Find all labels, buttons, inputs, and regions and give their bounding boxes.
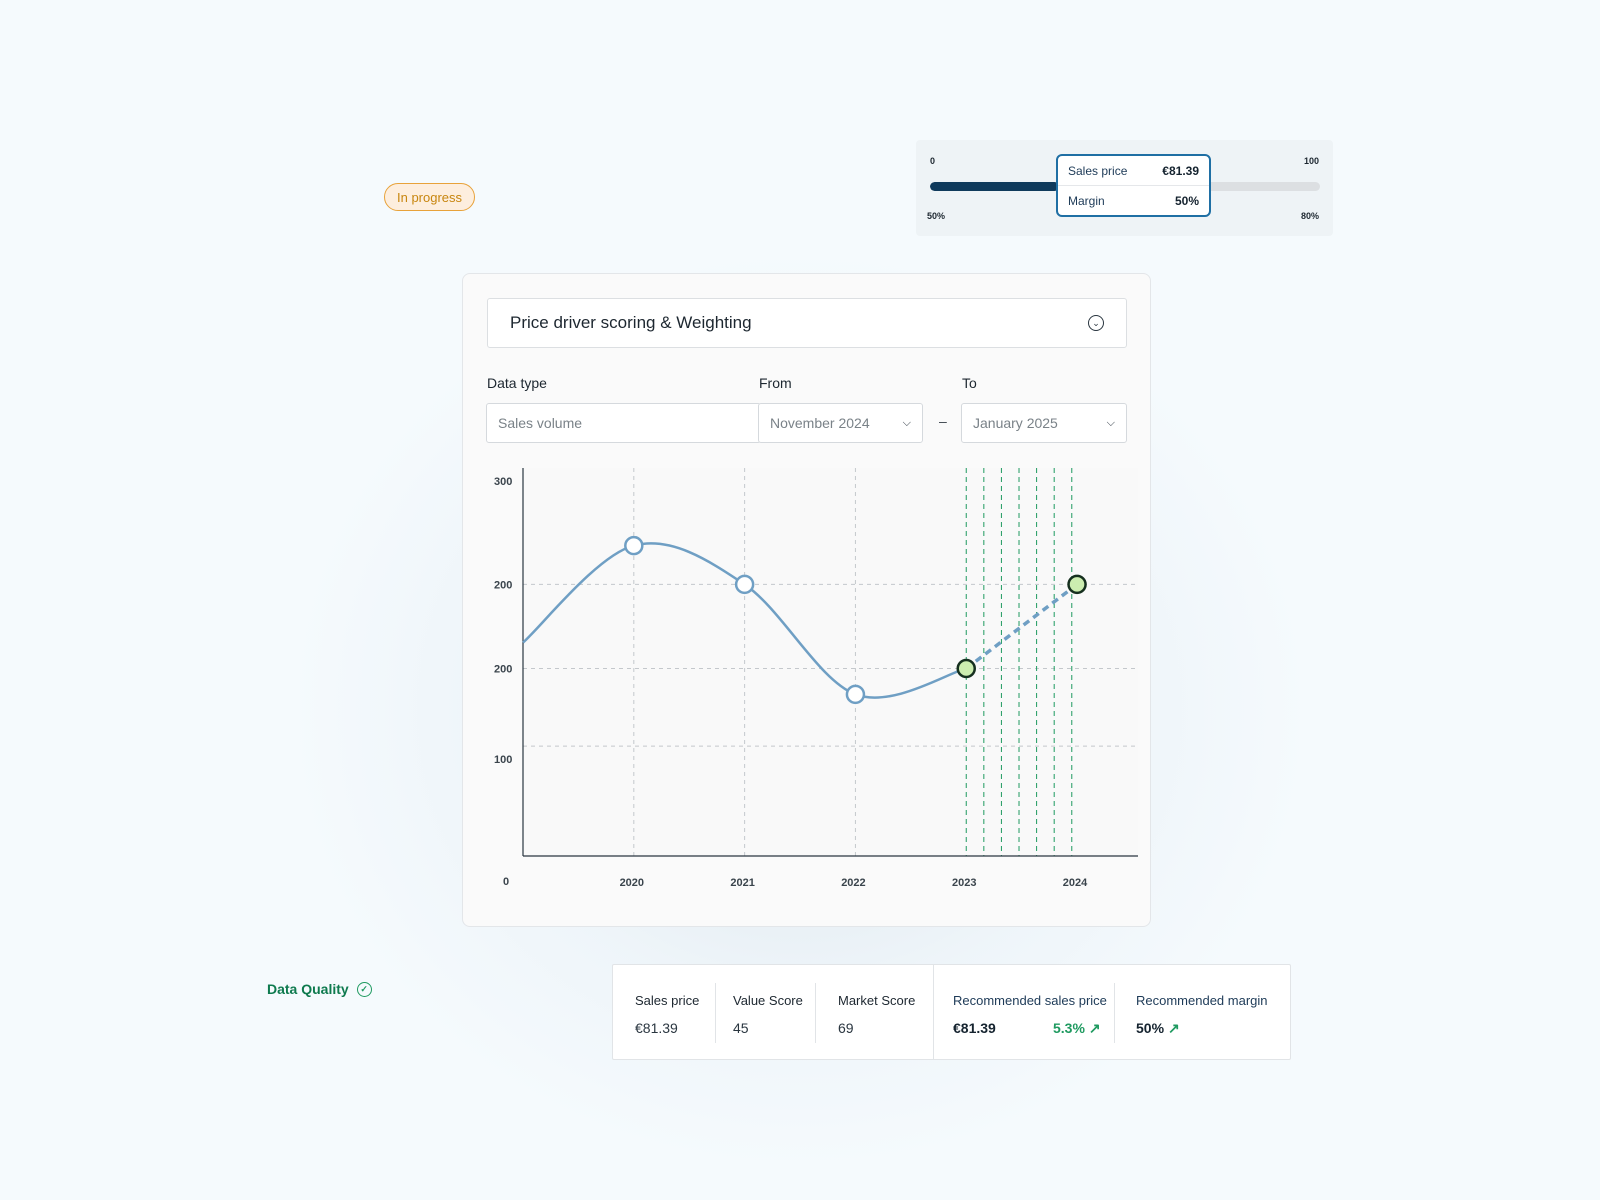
slider-high-label: 80%: [1300, 211, 1319, 221]
to-date-value: January 2025: [973, 415, 1058, 431]
y-tick-label: 300: [494, 476, 512, 488]
price-change-value: 5.3%: [1053, 1020, 1085, 1036]
tooltip-row-sales-price: Sales price €81.39: [1058, 156, 1209, 185]
stat-recommended-price-value: €81.39: [953, 1020, 996, 1036]
trend-up-icon: ↗: [1168, 1020, 1180, 1036]
slider-min-label: 0: [930, 156, 936, 166]
stat-sales-price-value: €81.39: [635, 1020, 678, 1036]
divider: [933, 965, 934, 1059]
range-separator: –: [939, 413, 947, 429]
x-tick-label: 2022: [841, 877, 865, 889]
stat-market-score-label: Market Score: [838, 993, 916, 1008]
stat-value-score-label: Value Score: [733, 993, 803, 1008]
sales-volume-chart: 300 200 200 100 0 2020 2021 2022 2023 2024: [494, 468, 1138, 889]
y-tick-label: 100: [494, 754, 512, 766]
data-quality-label: Data Quality: [267, 981, 349, 997]
data-type-select[interactable]: Sales volume: [486, 403, 761, 443]
data-type-value: Sales volume: [498, 415, 583, 431]
y-tick-label: 0: [503, 876, 509, 888]
data-point: [845, 684, 866, 705]
summary-stats-bar: Sales price €81.39 Value Score 45 Market…: [612, 964, 1291, 1060]
chevron-down-icon: ⌵: [1106, 416, 1115, 429]
highlight-point: [956, 658, 976, 679]
x-tick-label: 2023: [952, 877, 976, 889]
section-title: Price driver scoring & Weighting: [510, 313, 752, 332]
check-circle-icon: ✓: [356, 981, 372, 997]
divider: [815, 983, 816, 1043]
data-point: [734, 574, 755, 595]
data-point: [624, 535, 644, 556]
slider-fill: [930, 182, 1059, 191]
stat-value-score-value: 45: [733, 1020, 749, 1036]
tooltip-sales-price-value: €81.39: [1162, 163, 1199, 178]
y-tick-label: 200: [494, 579, 512, 591]
tooltip-margin-value: 50%: [1174, 193, 1199, 208]
trend-up-icon: ↗: [1088, 1020, 1101, 1036]
status-badge: In progress: [384, 183, 476, 211]
stat-recommended-price-change: 5.3% ↗: [1053, 1020, 1101, 1037]
x-tick-label: 2024: [1063, 877, 1088, 889]
from-label: From: [759, 375, 792, 391]
to-label: To: [962, 375, 977, 391]
divider: [715, 983, 716, 1043]
section-dropdown[interactable]: Price driver scoring & Weighting ⌄: [487, 298, 1127, 348]
tooltip-sales-price-label: Sales price: [1068, 163, 1128, 178]
x-tick-label: 2021: [730, 877, 754, 889]
price-slider-widget: 0 100 50% 80% Sales price €81.39 Margin …: [916, 140, 1333, 236]
tooltip-margin-label: Margin: [1068, 193, 1105, 208]
data-type-label: Data type: [487, 375, 547, 391]
x-tick-label: 2020: [620, 877, 644, 889]
margin-value: 50%: [1136, 1020, 1165, 1036]
from-date-value: November 2024: [770, 415, 870, 431]
from-date-select[interactable]: November 2024 ⌵: [758, 403, 923, 443]
stat-recommended-margin-label: Recommended margin: [1136, 993, 1268, 1008]
to-date-select[interactable]: January 2025 ⌵: [961, 403, 1127, 443]
chevron-down-icon[interactable]: ⌄: [1088, 315, 1104, 331]
stat-recommended-price-label: Recommended sales price: [953, 993, 1107, 1008]
data-quality-indicator: Data Quality ✓: [267, 981, 372, 997]
highlight-point: [1067, 574, 1087, 595]
slider-tooltip[interactable]: Sales price €81.39 Margin 50%: [1056, 154, 1211, 217]
plot-area: [523, 468, 1138, 856]
slider-max-label: 100: [1303, 156, 1319, 166]
stat-sales-price-label: Sales price: [635, 993, 700, 1008]
tooltip-row-margin: Margin 50%: [1058, 185, 1209, 215]
stat-market-score-value: 69: [838, 1020, 854, 1036]
chevron-down-icon: ⌵: [902, 416, 911, 429]
divider: [1114, 983, 1115, 1043]
price-driver-card: Price driver scoring & Weighting ⌄ Data …: [462, 273, 1151, 927]
y-tick-label: 200: [494, 663, 512, 675]
slider-low-label: 50%: [927, 211, 946, 221]
stat-recommended-margin-value: 50% ↗: [1136, 1020, 1180, 1037]
